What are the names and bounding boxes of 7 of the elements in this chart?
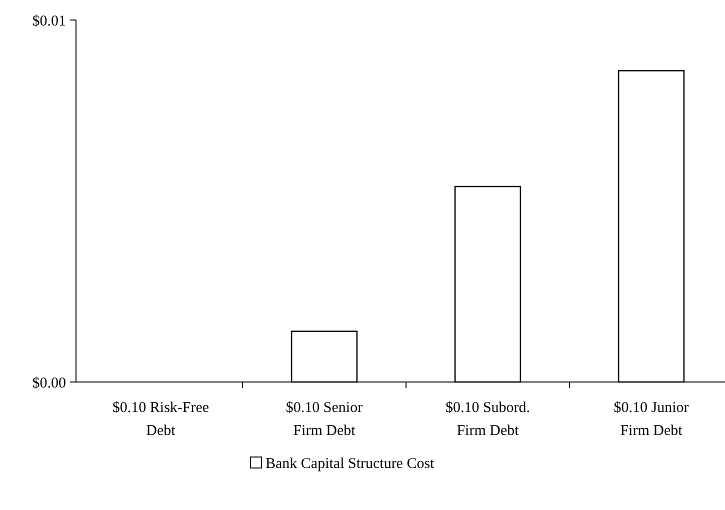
y-tick-label: $0.00 <box>32 375 66 392</box>
x-tick-label: $0.10 Junior Firm Debt <box>614 400 689 439</box>
x-tick-label: $0.10 Subord. Firm Debt <box>445 400 530 439</box>
legend-label: Bank Capital Structure Cost <box>266 456 436 472</box>
y-tick-label: $0.01 <box>32 13 66 30</box>
x-tick-label: $0.10 Risk-Free Debt <box>112 400 210 439</box>
x-tick-label: $0.10 Senior Firm Debt <box>286 400 363 439</box>
